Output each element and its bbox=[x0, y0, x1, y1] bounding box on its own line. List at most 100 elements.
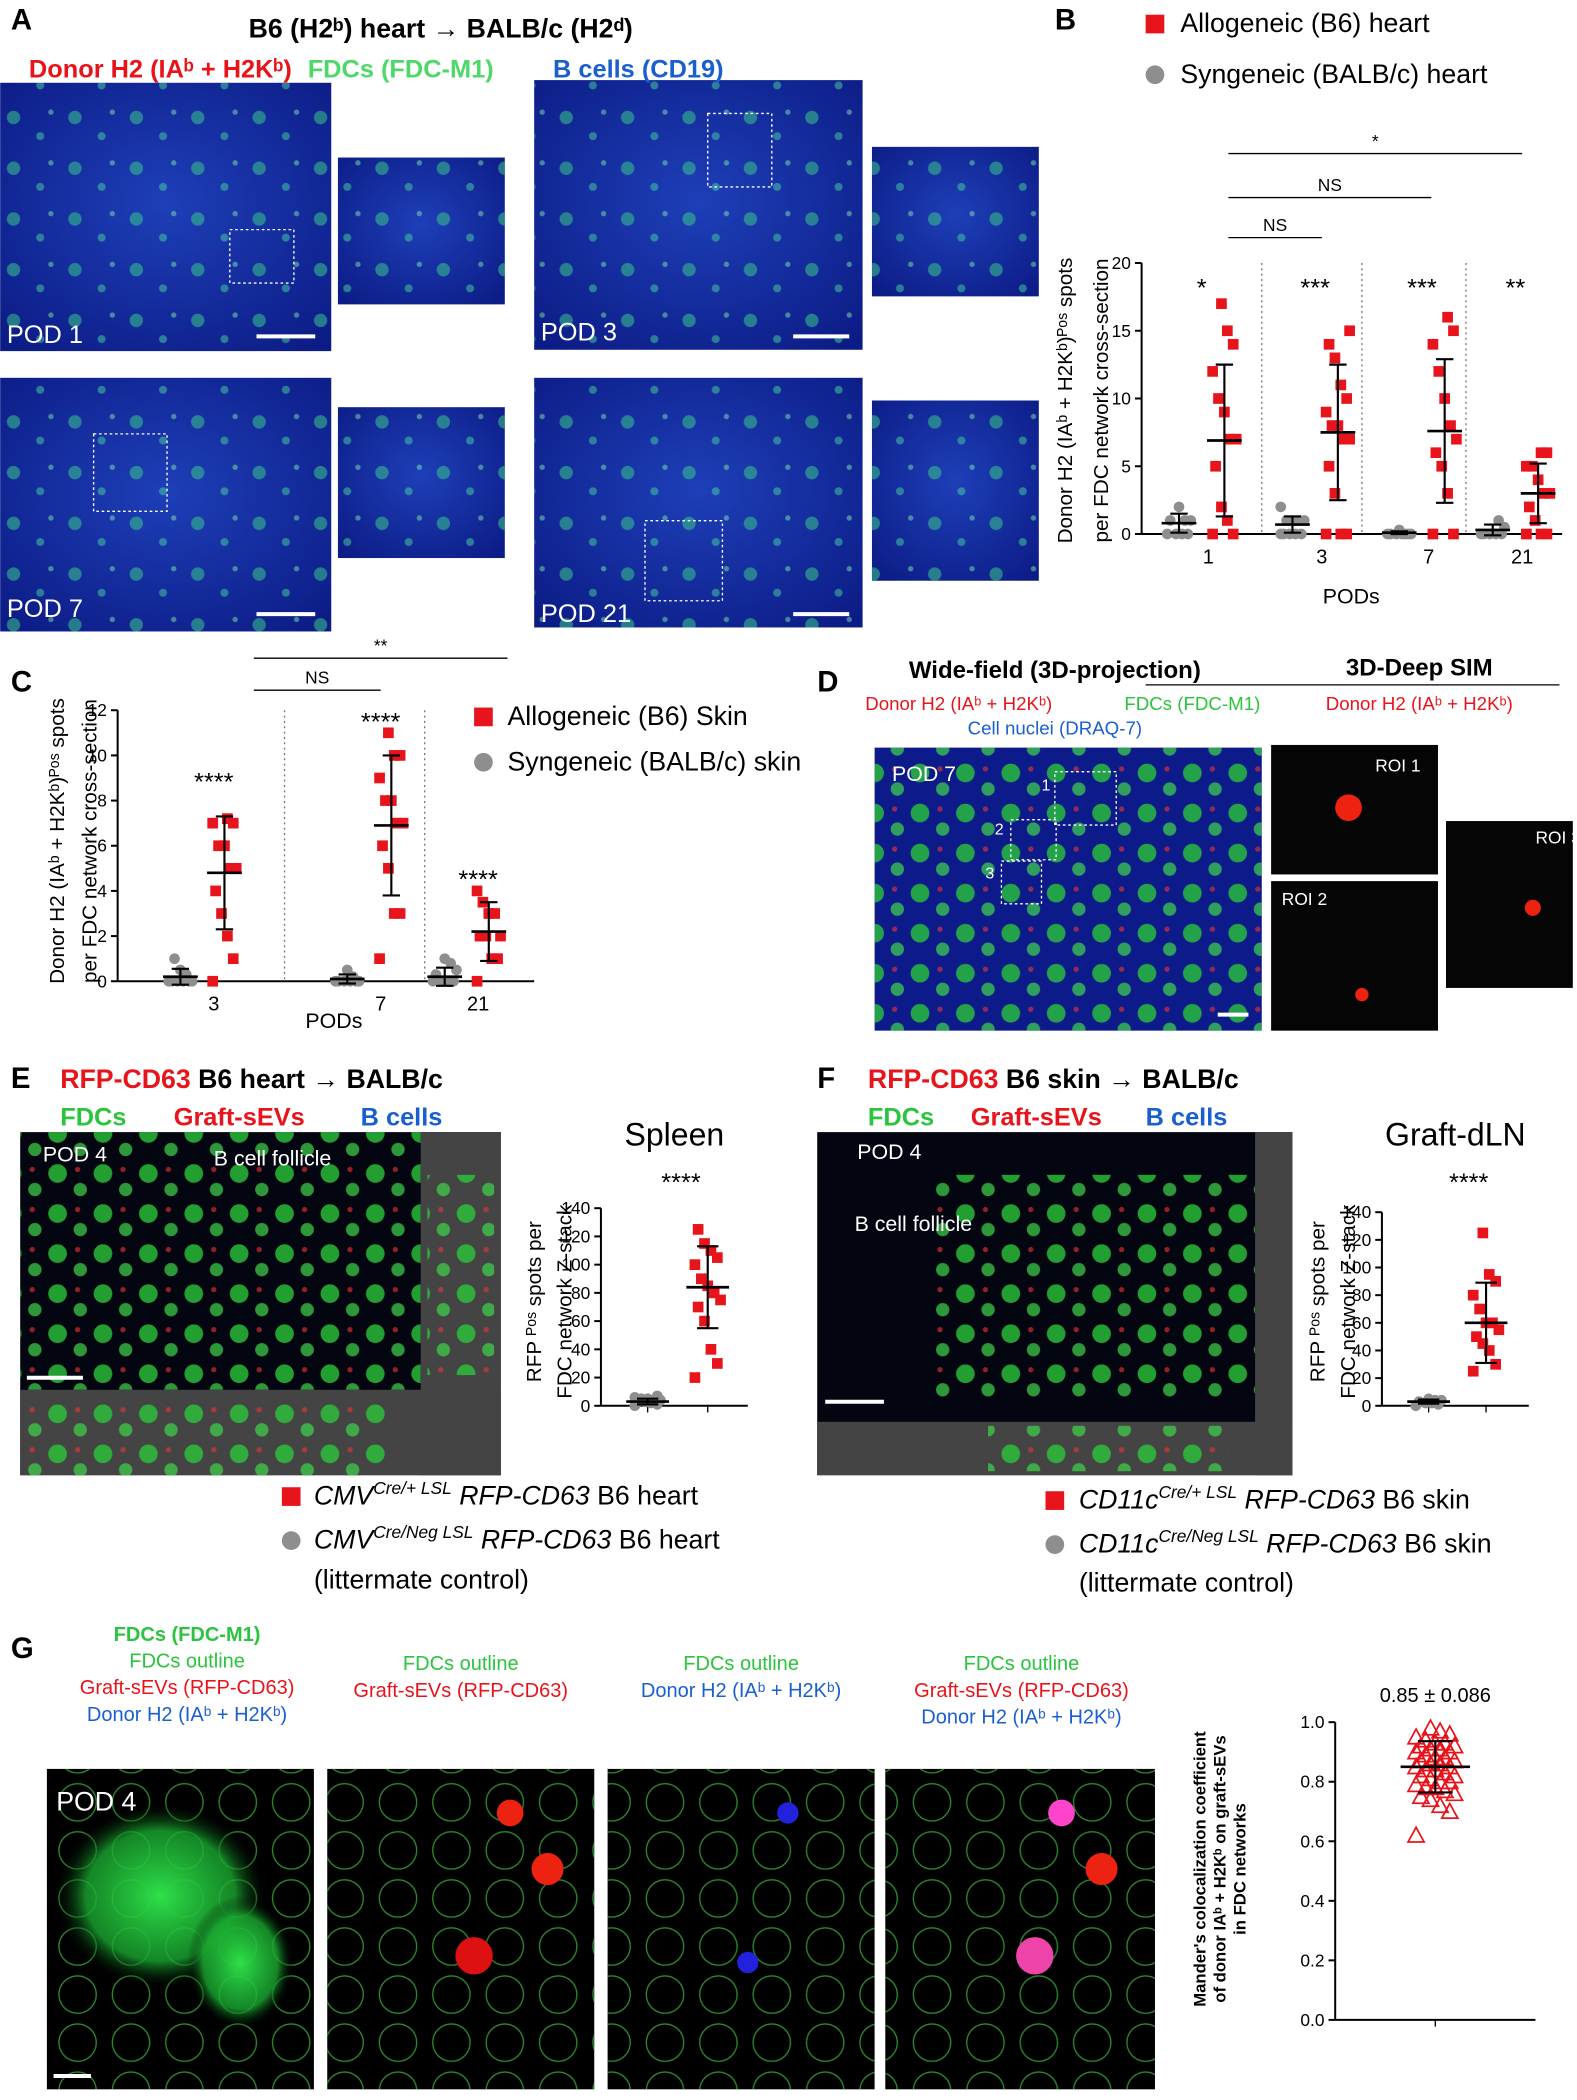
data-point bbox=[1529, 515, 1541, 526]
panel-title: 3D-Deep SIM bbox=[1346, 655, 1493, 682]
data-point bbox=[394, 750, 406, 761]
data-point bbox=[1541, 528, 1553, 540]
data-point bbox=[169, 953, 180, 965]
data-point bbox=[1281, 515, 1292, 526]
legend-label: CMVCre/Neg LSL RFP-CD63 B6 heart bbox=[314, 1522, 720, 1555]
y-tick-label: 80 bbox=[1352, 1285, 1371, 1305]
y-tick-label: 120 bbox=[1342, 1230, 1371, 1250]
y-axis-label: Mander's colocalization coefficient bbox=[1191, 1731, 1210, 2007]
legend-note: (littermate control) bbox=[1079, 1567, 1294, 1597]
data-point bbox=[1490, 1358, 1502, 1370]
data-point bbox=[1425, 1777, 1445, 1796]
legend-part: B6 heart bbox=[611, 1525, 720, 1555]
significance: *** bbox=[1407, 274, 1437, 302]
y-tick-label: 0.0 bbox=[1300, 2010, 1324, 2030]
data-point bbox=[1221, 515, 1233, 526]
data-point bbox=[383, 727, 394, 739]
data-point bbox=[333, 975, 344, 987]
y-tick-label: 60 bbox=[1352, 1313, 1371, 1333]
x-axis-label: PODs bbox=[1323, 584, 1380, 608]
data-point bbox=[1440, 1801, 1460, 1820]
data-point bbox=[1442, 311, 1453, 323]
data-point bbox=[1435, 1748, 1455, 1766]
data-point bbox=[1535, 528, 1547, 540]
panel-letter: C bbox=[11, 666, 32, 699]
stain-label: Graft-sEVs bbox=[174, 1103, 305, 1131]
stain-label: FDCs (FDC-M1) bbox=[114, 1624, 261, 1646]
data-point bbox=[1433, 366, 1445, 377]
y-tick-label: 0.2 bbox=[1300, 1950, 1324, 1970]
legend-part: RFP-CD63 bbox=[473, 1525, 611, 1555]
y-tick-label: 4 bbox=[97, 881, 107, 901]
data-point bbox=[1221, 325, 1233, 337]
data-point bbox=[1411, 1786, 1431, 1805]
y-tick-label: 100 bbox=[1342, 1258, 1371, 1278]
data-point bbox=[1474, 1303, 1485, 1315]
panel-letter: G bbox=[11, 1632, 34, 1665]
y-tick-label: 5 bbox=[1121, 456, 1131, 476]
data-point bbox=[474, 707, 493, 727]
data-point bbox=[1145, 14, 1165, 34]
data-point bbox=[1045, 1535, 1065, 1554]
legend-part: Cre/Neg LSL bbox=[373, 1522, 473, 1542]
micrographs bbox=[0, 80, 1573, 2090]
data-point bbox=[1521, 528, 1532, 540]
y-tick-label: 20 bbox=[571, 1368, 590, 1388]
data-point bbox=[1335, 379, 1347, 391]
data-point bbox=[695, 1273, 707, 1285]
data-point bbox=[492, 953, 503, 965]
stain-label: B cells bbox=[361, 1103, 443, 1131]
legend-part: CD11c bbox=[1079, 1485, 1159, 1515]
legend-label: Allogeneic (B6) heart bbox=[1180, 8, 1430, 38]
y-tick-label: 0 bbox=[97, 971, 107, 991]
x-tick-label: 21 bbox=[1511, 546, 1533, 568]
sd-whisker bbox=[1215, 363, 1234, 518]
legend-part: Cre/Neg LSL bbox=[1158, 1526, 1258, 1546]
region-label: B cell follicle bbox=[855, 1212, 973, 1236]
legend-part: CD11c bbox=[1079, 1529, 1159, 1559]
data-point bbox=[692, 1301, 704, 1313]
bracket-label: * bbox=[1372, 131, 1379, 151]
significance: **** bbox=[361, 708, 401, 736]
data-point bbox=[224, 862, 236, 874]
data-point bbox=[474, 930, 486, 942]
significance: * bbox=[1197, 274, 1207, 302]
significance: **** bbox=[661, 1169, 701, 1197]
legend-label: CMVCre/+ LSL RFP-CD63 B6 heart bbox=[314, 1478, 699, 1511]
y-axis-label: in FDC networks bbox=[1231, 1803, 1250, 1935]
significance: **** bbox=[458, 866, 498, 894]
significance: **** bbox=[1449, 1169, 1489, 1197]
data-point bbox=[1541, 447, 1553, 459]
title-rest: B6 skin → BALB/c bbox=[998, 1064, 1238, 1094]
sd-whisker bbox=[1484, 523, 1502, 537]
legend-part: RFP-CD63 bbox=[452, 1481, 590, 1511]
stain-label: FDCs outline bbox=[964, 1653, 1080, 1675]
legend-part: B6 heart bbox=[590, 1481, 699, 1511]
legend-note: (littermate control) bbox=[314, 1565, 529, 1595]
data-point bbox=[495, 930, 506, 942]
data-point bbox=[1216, 501, 1227, 513]
significance: **** bbox=[194, 768, 234, 796]
data-point bbox=[689, 1259, 701, 1270]
data-point bbox=[1326, 420, 1338, 431]
data-point bbox=[1445, 420, 1456, 431]
data-point bbox=[1329, 488, 1341, 499]
data-point bbox=[471, 975, 483, 987]
data-point bbox=[1478, 528, 1490, 540]
data-point bbox=[480, 930, 492, 942]
data-point bbox=[1338, 433, 1350, 445]
legend-part: RFP-CD63 bbox=[1259, 1529, 1397, 1559]
significance: ** bbox=[1506, 274, 1526, 302]
data-point bbox=[1521, 460, 1532, 472]
significance: *** bbox=[1300, 274, 1330, 302]
sd-whisker bbox=[697, 1245, 719, 1330]
stain-label: Donor H2 (IAᵇ + H2Kᵇ) bbox=[641, 1680, 841, 1702]
data-point bbox=[1435, 1733, 1455, 1751]
data-point bbox=[1411, 1736, 1431, 1754]
data-point bbox=[1213, 393, 1224, 404]
y-tick-label: 140 bbox=[1342, 1202, 1371, 1222]
roi-number: 1 bbox=[1041, 776, 1050, 794]
data-point bbox=[699, 1238, 710, 1249]
data-point bbox=[388, 908, 400, 919]
roi-label: ROI 1 bbox=[1375, 756, 1420, 776]
